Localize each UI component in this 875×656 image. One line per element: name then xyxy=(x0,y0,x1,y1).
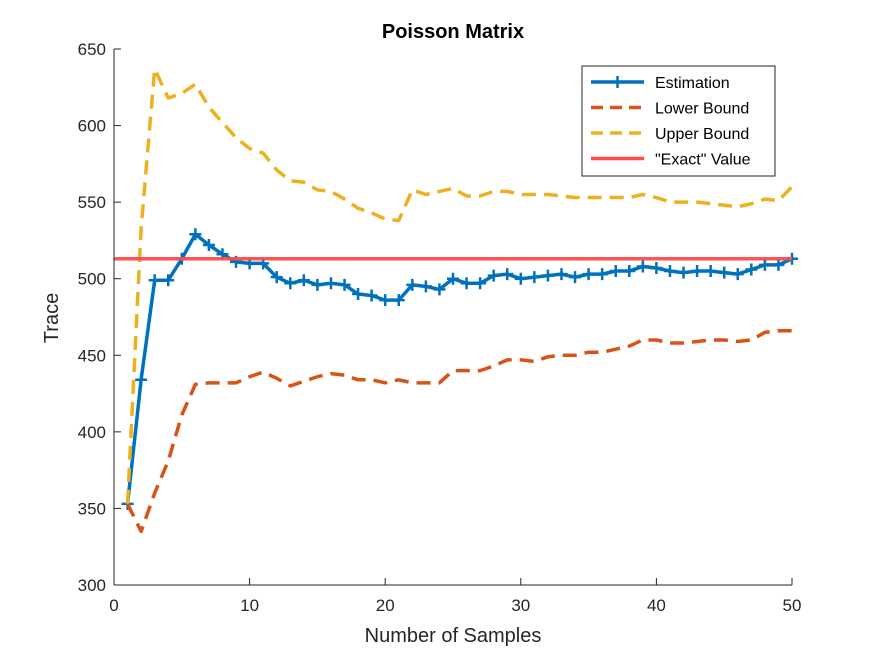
data-point-marker xyxy=(663,265,676,278)
data-point-marker xyxy=(284,277,297,290)
legend-label-estimation: Estimation xyxy=(655,75,730,92)
series-line-lower-bound xyxy=(125,329,792,534)
data-point-marker xyxy=(433,283,446,296)
data-point-marker xyxy=(324,277,337,290)
x-tick-label: 0 xyxy=(109,596,118,615)
axes: 0 10 20 30 40 50 300 350 400 450 500 550 600 650 xyxy=(78,40,802,615)
data-point-marker xyxy=(704,265,717,278)
x-tick-label: 50 xyxy=(783,596,802,615)
data-point-marker xyxy=(636,260,649,273)
legend-label-lower-bound: Lower Bound xyxy=(655,101,749,118)
data-point-marker xyxy=(541,269,554,282)
series-line-upper-bound xyxy=(125,67,794,504)
x-tick-label: 20 xyxy=(376,596,395,615)
data-point-marker xyxy=(379,294,392,307)
data-point-marker xyxy=(338,278,351,291)
data-point-marker xyxy=(297,274,310,287)
data-point-marker xyxy=(718,266,731,279)
data-point-marker xyxy=(758,258,771,271)
data-point-marker xyxy=(447,272,459,285)
data-point-marker xyxy=(528,271,541,284)
y-axis-label: Trace xyxy=(41,293,63,343)
data-point-marker xyxy=(691,265,704,278)
data-point-marker xyxy=(555,268,568,281)
data-point-marker xyxy=(148,274,161,287)
data-point-marker xyxy=(311,278,324,291)
y-tick-label: 300 xyxy=(78,576,106,595)
data-point-marker xyxy=(392,294,405,307)
data-point-marker xyxy=(460,277,473,290)
data-point-marker xyxy=(406,278,419,291)
data-point-marker xyxy=(419,280,432,293)
y-tick-label: 500 xyxy=(78,270,106,289)
data-point-marker xyxy=(189,228,202,241)
data-point-marker xyxy=(677,266,690,279)
data-point-marker xyxy=(609,265,622,278)
legend: Estimation Lower Bound Upper Bound "Exact" … xyxy=(581,65,776,177)
x-axis-label: Number of Samples xyxy=(365,625,542,647)
data-point-marker xyxy=(650,261,663,274)
y-tick-label: 550 xyxy=(78,193,106,212)
data-point-marker xyxy=(569,271,582,284)
y-tick-label: 350 xyxy=(78,499,106,518)
data-point-marker xyxy=(745,263,758,276)
plot-area xyxy=(114,67,798,534)
data-point-marker xyxy=(731,268,744,281)
legend-label-exact-value: "Exact" Value xyxy=(655,152,751,169)
chart-title: Poisson Matrix xyxy=(382,21,524,43)
y-tick-label: 400 xyxy=(78,423,106,442)
x-tick-label: 40 xyxy=(647,596,666,615)
x-tick-label: 10 xyxy=(240,596,259,615)
data-point-marker xyxy=(772,258,785,271)
data-point-marker xyxy=(487,269,500,282)
data-point-marker xyxy=(623,265,636,278)
x-tick-label: 30 xyxy=(511,596,530,615)
data-point-marker xyxy=(270,271,283,284)
y-tick-label: 450 xyxy=(78,346,106,365)
data-point-marker xyxy=(514,272,527,285)
data-point-marker xyxy=(582,268,595,281)
data-point-marker xyxy=(162,274,175,287)
legend-marker xyxy=(611,76,624,88)
data-point-marker xyxy=(596,268,609,281)
data-point-marker xyxy=(365,289,378,302)
data-point-marker xyxy=(202,239,215,252)
data-point-marker xyxy=(352,288,365,301)
legend-label-upper-bound: Upper Bound xyxy=(655,126,749,143)
y-tick-label: 600 xyxy=(78,117,106,136)
y-tick-label: 650 xyxy=(78,40,106,59)
data-point-marker xyxy=(474,277,487,290)
data-point-marker xyxy=(135,373,148,386)
data-point-marker xyxy=(501,268,514,281)
